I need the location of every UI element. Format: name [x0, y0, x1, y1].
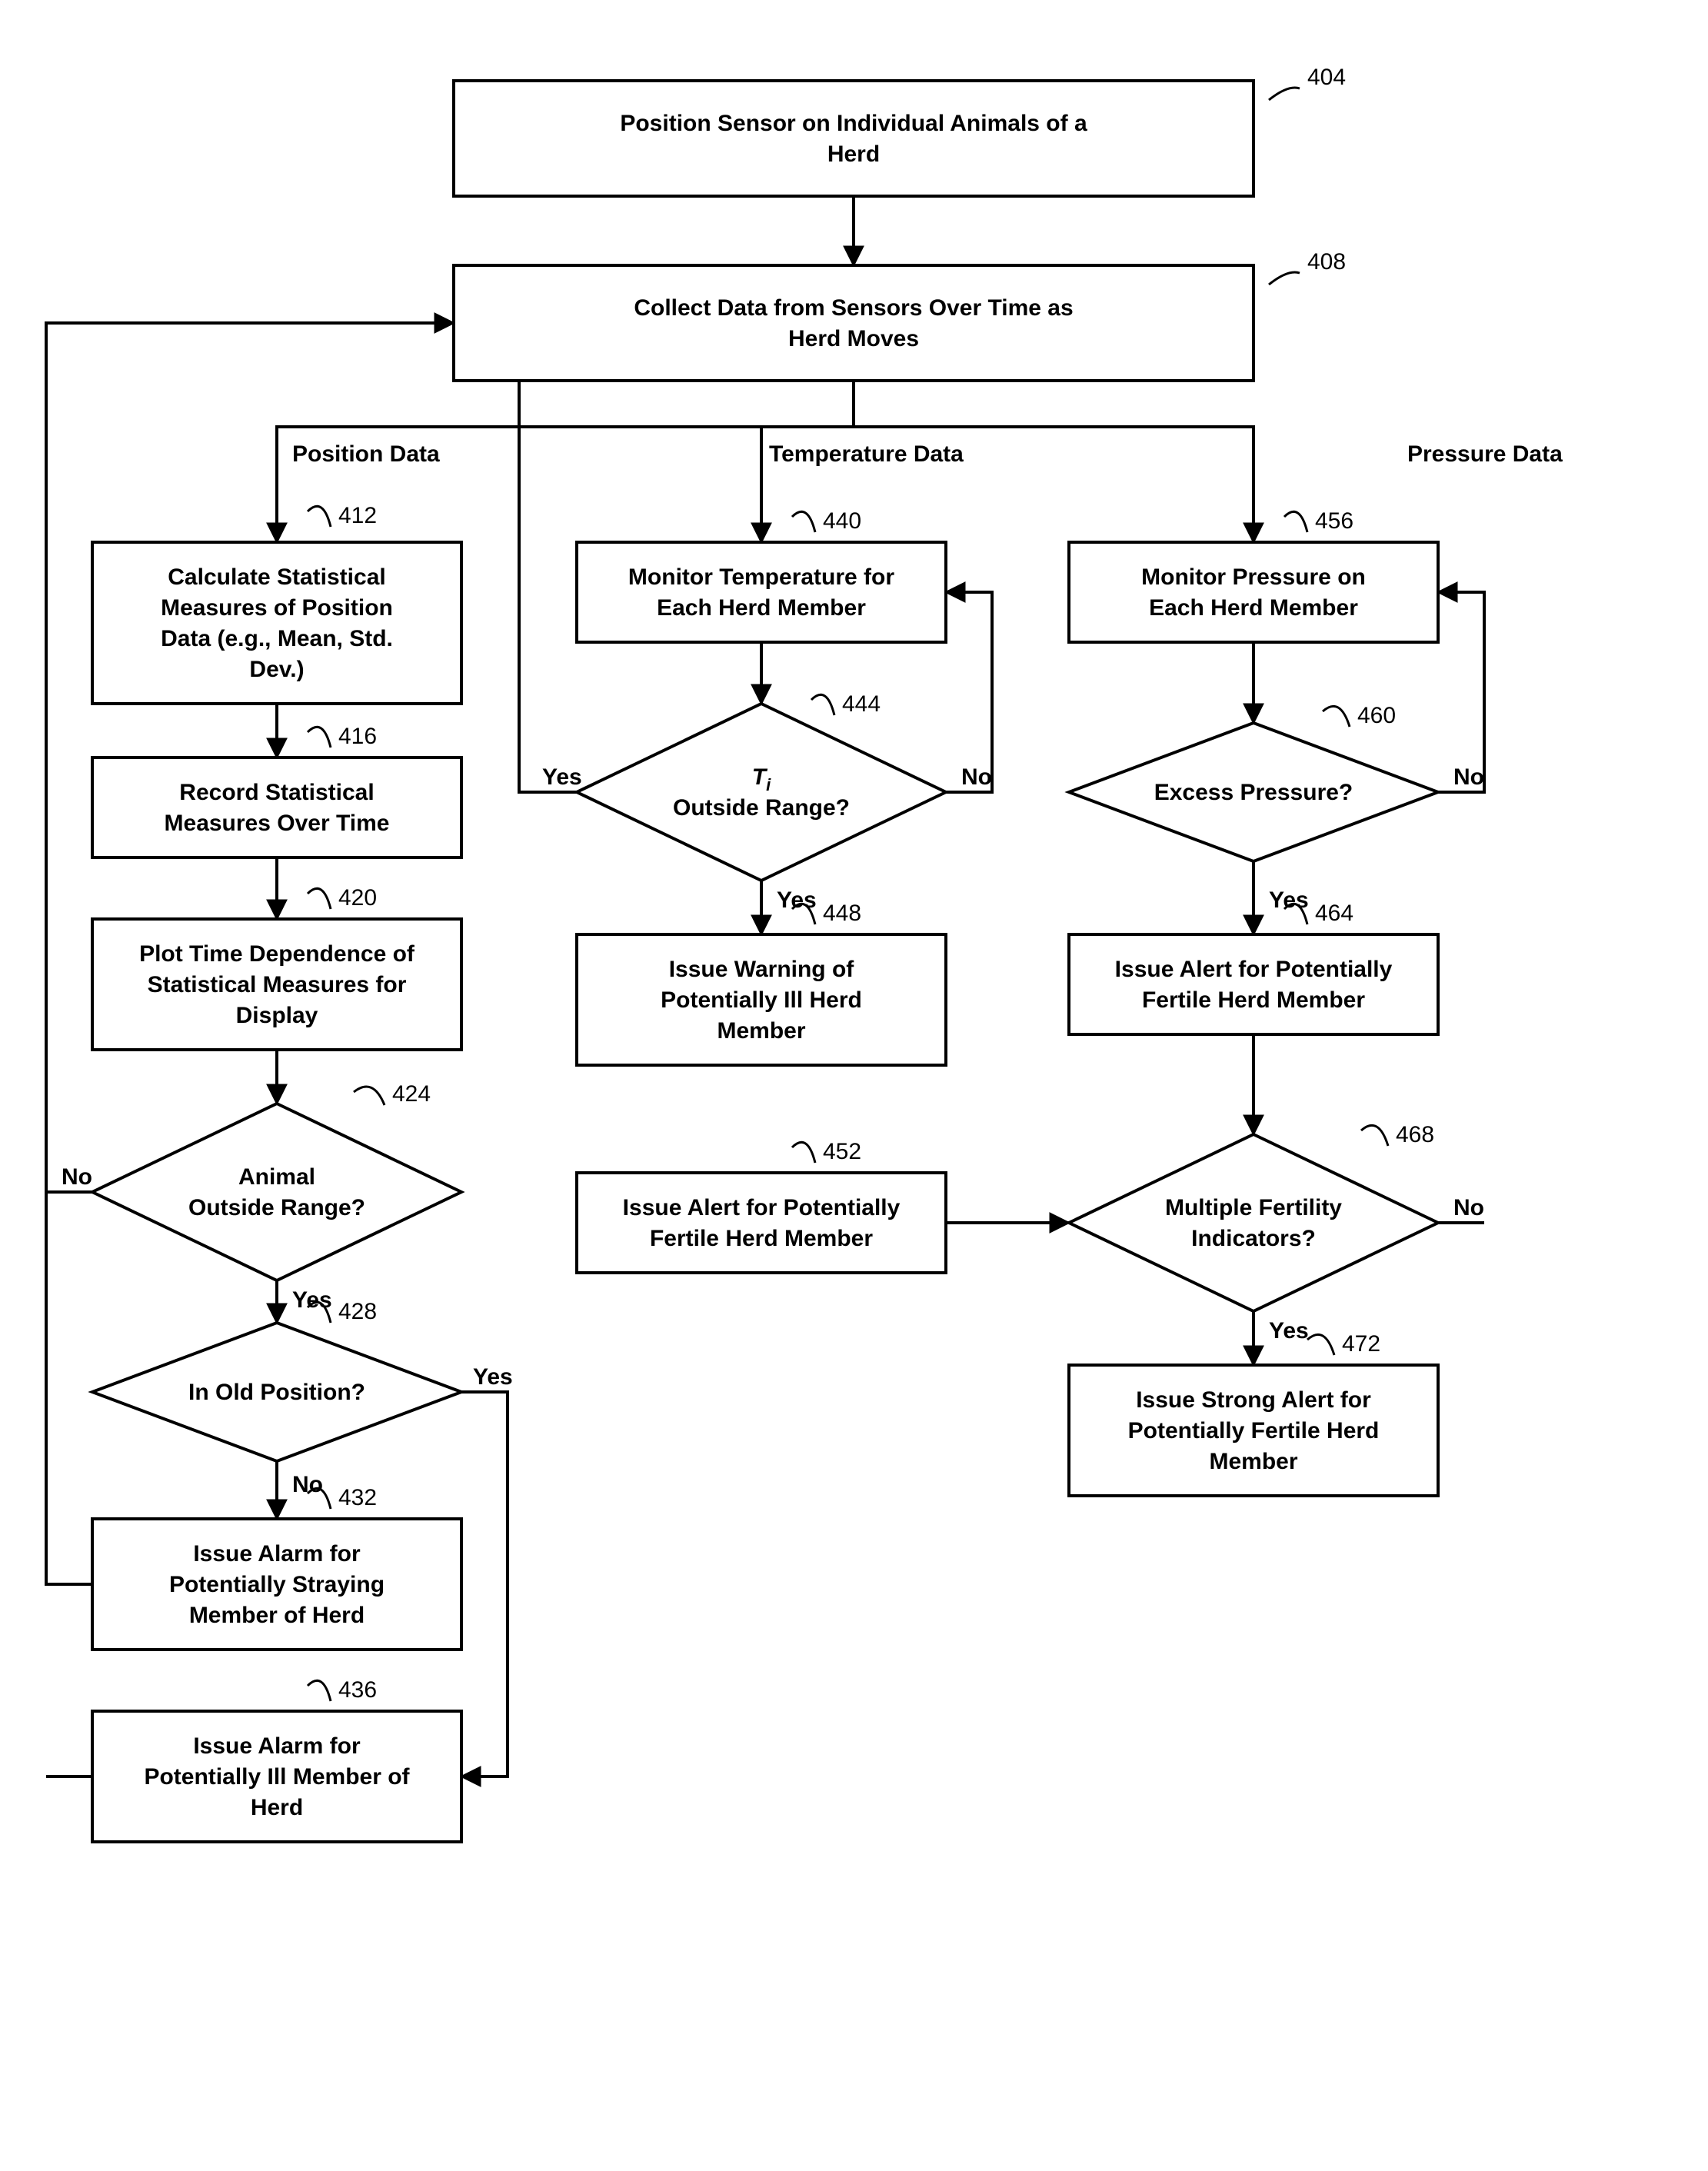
- branch-label-temperature_data: Temperature Data: [769, 441, 964, 467]
- ref-404: 404: [1307, 65, 1346, 90]
- svg-text:Fertile Herd Member: Fertile Herd Member: [650, 1226, 873, 1251]
- ref-412: 412: [338, 503, 377, 528]
- node-n456: [1069, 542, 1438, 642]
- svg-text:Potentially Ill Herd: Potentially Ill Herd: [661, 987, 862, 1013]
- branch-label-l428_no: No: [292, 1472, 323, 1497]
- node-n452: [577, 1173, 946, 1273]
- ref-424: 424: [392, 1081, 431, 1107]
- svg-text:Outside Range?: Outside Range?: [673, 795, 850, 821]
- svg-text:Outside Range?: Outside Range?: [188, 1195, 365, 1220]
- svg-text:Monitor Pressure on: Monitor Pressure on: [1141, 564, 1366, 590]
- svg-text:Potentially Fertile Herd: Potentially Fertile Herd: [1128, 1418, 1380, 1443]
- node-n408: [454, 265, 1254, 381]
- svg-text:Issue Alert for Potentially: Issue Alert for Potentially: [623, 1195, 901, 1220]
- branch-label-l468_no: No: [1453, 1195, 1484, 1220]
- svg-text:Issue Warning of: Issue Warning of: [669, 957, 855, 982]
- ref-452: 452: [823, 1139, 861, 1164]
- ref-436: 436: [338, 1677, 377, 1703]
- svg-text:Member of Herd: Member of Herd: [189, 1603, 365, 1628]
- svg-text:Indicators?: Indicators?: [1191, 1226, 1316, 1251]
- ref-456: 456: [1315, 508, 1353, 534]
- ref-472: 472: [1342, 1331, 1380, 1357]
- svg-text:Measures Over Time: Measures Over Time: [165, 811, 390, 836]
- svg-text:Display: Display: [236, 1003, 318, 1028]
- ref-408: 408: [1307, 249, 1346, 275]
- svg-text:Calculate Statistical: Calculate Statistical: [168, 564, 385, 590]
- svg-text:Each Herd Member: Each Herd Member: [657, 595, 866, 621]
- ref-428: 428: [338, 1299, 377, 1324]
- svg-text:Fertile Herd Member: Fertile Herd Member: [1142, 987, 1365, 1013]
- svg-text:Measures of Position: Measures of Position: [161, 595, 393, 621]
- node-n444: [577, 704, 946, 881]
- branch-label-position_data: Position Data: [292, 441, 440, 467]
- svg-text:Excess Pressure?: Excess Pressure?: [1154, 780, 1353, 805]
- svg-text:Issue Alarm for: Issue Alarm for: [193, 1733, 361, 1759]
- svg-text:Member: Member: [717, 1018, 805, 1044]
- svg-text:Animal: Animal: [238, 1164, 315, 1190]
- branch-label-l424_no: No: [62, 1164, 92, 1190]
- svg-text:Position Sensor on Individual: Position Sensor on Individual Animals of…: [620, 111, 1087, 136]
- svg-text:Issue Strong Alert for: Issue Strong Alert for: [1136, 1387, 1371, 1413]
- svg-text:Each Herd Member: Each Herd Member: [1149, 595, 1358, 621]
- node-n424: [92, 1104, 461, 1280]
- branch-label-l460_no: No: [1453, 764, 1484, 790]
- ref-440: 440: [823, 508, 861, 534]
- svg-text:Issue Alert for Potentially: Issue Alert for Potentially: [1115, 957, 1393, 982]
- svg-text:Monitor Temperature for: Monitor Temperature for: [628, 564, 894, 590]
- svg-text:Collect Data from Sensors Over: Collect Data from Sensors Over Time as: [634, 295, 1073, 321]
- branch-label-l444_yes_left: Yes: [542, 764, 582, 790]
- node-n440: [577, 542, 946, 642]
- node-n468: [1069, 1134, 1438, 1311]
- svg-text:Herd: Herd: [827, 142, 880, 167]
- svg-text:Plot Time Dependence of: Plot Time Dependence of: [139, 941, 415, 967]
- svg-text:Potentially Straying: Potentially Straying: [169, 1572, 385, 1597]
- svg-text:In Old Position?: In Old Position?: [188, 1380, 365, 1405]
- ref-432: 432: [338, 1485, 377, 1510]
- branch-label-pressure_data: Pressure Data: [1407, 441, 1563, 467]
- node-n404: [454, 81, 1254, 196]
- branch-label-l444_no: No: [961, 764, 992, 790]
- svg-text:Member: Member: [1209, 1449, 1297, 1474]
- branch-label-l468_yes: Yes: [1269, 1318, 1309, 1344]
- ref-448: 448: [823, 901, 861, 926]
- ref-444: 444: [842, 691, 881, 717]
- svg-text:Herd: Herd: [251, 1795, 303, 1820]
- svg-text:Record Statistical: Record Statistical: [179, 780, 374, 805]
- svg-text:Dev.): Dev.): [249, 657, 304, 682]
- node-n464: [1069, 934, 1438, 1034]
- svg-text:Statistical Measures for: Statistical Measures for: [148, 972, 407, 997]
- node-n416: [92, 758, 461, 857]
- ref-416: 416: [338, 724, 377, 749]
- branch-label-l428_yes: Yes: [473, 1364, 513, 1390]
- svg-text:Issue Alarm for: Issue Alarm for: [193, 1541, 361, 1567]
- svg-text:Multiple Fertility: Multiple Fertility: [1165, 1195, 1342, 1220]
- ref-420: 420: [338, 885, 377, 911]
- flowchart-canvas: Position Sensor on Individual Animals of…: [0, 0, 1708, 2171]
- ref-464: 464: [1315, 901, 1353, 926]
- ref-468: 468: [1396, 1122, 1434, 1147]
- svg-text:Potentially Ill Member of: Potentially Ill Member of: [144, 1764, 410, 1790]
- svg-text:Herd Moves: Herd Moves: [788, 326, 919, 351]
- ref-460: 460: [1357, 703, 1396, 728]
- svg-text:Data (e.g., Mean, Std.: Data (e.g., Mean, Std.: [161, 626, 393, 651]
